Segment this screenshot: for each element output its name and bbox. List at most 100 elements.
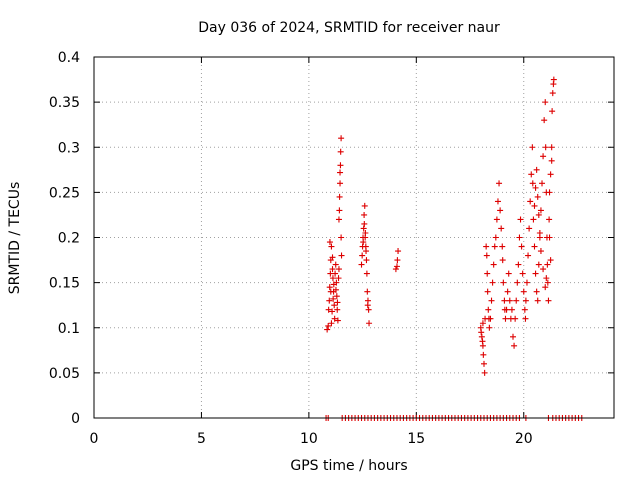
data-point-marker xyxy=(500,279,507,286)
y-tick-label: 0.25 xyxy=(49,185,80,201)
data-point-marker xyxy=(496,180,503,187)
data-point-marker xyxy=(522,297,529,304)
data-point-marker xyxy=(548,157,555,164)
data-point-marker xyxy=(511,342,518,349)
data-point-marker xyxy=(522,315,529,322)
data-point-marker xyxy=(486,324,493,331)
data-point-marker xyxy=(335,266,342,273)
data-point-marker xyxy=(528,171,535,178)
y-tick-label: 0.1 xyxy=(58,321,80,337)
data-point-marker xyxy=(392,266,399,273)
data-point-marker xyxy=(487,315,494,322)
data-point-marker xyxy=(535,211,542,218)
data-point-marker xyxy=(499,257,506,264)
data-point-marker xyxy=(544,279,551,286)
data-point-marker xyxy=(483,243,490,250)
data-point-marker xyxy=(326,239,333,246)
data-point-marker xyxy=(517,216,524,223)
data-point-marker xyxy=(335,275,342,282)
data-point-marker xyxy=(535,261,542,268)
data-point-marker xyxy=(540,153,547,160)
data-point-marker xyxy=(332,286,339,293)
data-point-marker xyxy=(328,243,335,250)
data-point-marker xyxy=(481,360,487,367)
data-point-marker xyxy=(491,243,498,250)
data-point-marker xyxy=(521,306,528,313)
data-point-marker xyxy=(364,288,371,295)
data-point-marker xyxy=(480,351,487,358)
data-point-marker xyxy=(479,320,486,327)
data-point-marker xyxy=(520,288,527,295)
data-point-marker xyxy=(337,162,344,169)
data-point-marker xyxy=(537,207,544,214)
data-point-marker xyxy=(393,263,400,270)
data-point-marker xyxy=(518,243,525,250)
data-point-marker xyxy=(334,299,341,306)
data-point-marker xyxy=(542,99,549,106)
data-point-marker xyxy=(548,144,555,151)
data-point-marker xyxy=(359,252,366,259)
data-point-marker xyxy=(508,306,515,313)
data-markers xyxy=(323,76,585,421)
data-point-marker xyxy=(338,252,345,259)
data-point-marker xyxy=(336,207,343,214)
data-point-marker xyxy=(493,216,500,223)
data-point-marker xyxy=(363,257,370,264)
data-point-marker xyxy=(545,297,552,304)
data-point-marker xyxy=(512,315,519,322)
data-point-marker xyxy=(483,252,490,259)
data-point-marker xyxy=(326,284,333,291)
y-tick-label: 0.3 xyxy=(58,140,80,156)
y-tick-label: 0.35 xyxy=(49,95,80,111)
data-point-marker xyxy=(549,108,556,115)
data-point-marker xyxy=(481,369,488,376)
data-point-marker xyxy=(361,202,368,209)
data-point-marker xyxy=(510,333,517,340)
x-tick-label: 15 xyxy=(407,431,425,447)
data-point-marker xyxy=(530,216,537,223)
data-point-marker xyxy=(337,180,344,187)
data-point-marker xyxy=(498,225,505,232)
data-point-marker xyxy=(542,284,549,291)
data-point-marker xyxy=(478,333,485,340)
data-point-marker xyxy=(497,207,504,214)
data-point-marker xyxy=(505,270,512,277)
data-point-marker xyxy=(541,117,548,124)
y-axis-label: SRMTID / TECUs xyxy=(7,182,23,295)
data-point-marker xyxy=(490,261,497,268)
y-tick-label: 0.05 xyxy=(49,366,80,382)
data-point-marker xyxy=(327,288,334,295)
data-point-marker xyxy=(540,266,547,273)
data-point-marker xyxy=(325,306,332,313)
data-point-marker xyxy=(504,288,511,295)
data-point-marker xyxy=(329,254,336,261)
data-point-marker xyxy=(529,180,536,187)
data-point-marker xyxy=(516,234,523,241)
data-point-marker xyxy=(335,216,342,223)
data-point-marker xyxy=(358,261,365,268)
data-point-marker xyxy=(514,279,521,286)
data-point-marker xyxy=(544,261,551,268)
data-point-marker xyxy=(325,322,332,329)
data-point-marker xyxy=(394,257,401,264)
data-point-marker xyxy=(333,279,340,286)
data-point-marker xyxy=(489,279,496,286)
data-point-marker xyxy=(513,297,520,304)
x-axis-label: GPS time / hours xyxy=(290,458,407,474)
data-point-marker xyxy=(506,297,513,304)
data-point-marker xyxy=(328,320,335,327)
grid-lines xyxy=(94,57,614,418)
data-point-marker xyxy=(478,329,485,336)
data-point-marker xyxy=(532,184,539,191)
data-point-marker xyxy=(523,279,530,286)
data-point-marker xyxy=(329,266,336,273)
data-point-marker xyxy=(532,270,539,277)
data-point-marker xyxy=(536,229,543,236)
data-point-marker xyxy=(534,297,541,304)
data-point-marker xyxy=(363,248,370,255)
data-point-marker xyxy=(338,234,345,241)
data-point-marker xyxy=(334,306,341,313)
y-tick-label: 0.2 xyxy=(58,231,80,247)
data-point-marker xyxy=(529,144,536,151)
